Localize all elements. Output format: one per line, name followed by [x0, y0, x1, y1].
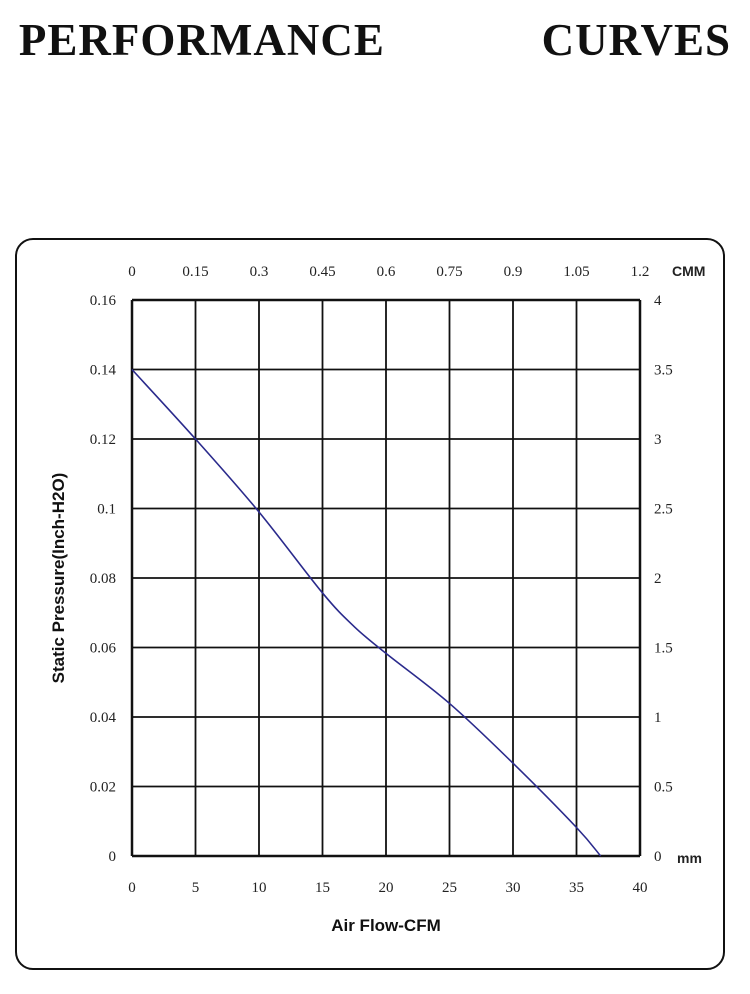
x-tick-label: 35	[569, 880, 584, 896]
chart-frame	[15, 238, 725, 970]
y-tick-label: 0.1	[97, 502, 116, 518]
top-tick-label: 0.6	[377, 264, 396, 280]
top-tick-label: 1.2	[631, 264, 650, 280]
right-tick-label: 3	[654, 432, 662, 448]
x-axis-label: Air Flow-CFM	[331, 916, 441, 935]
right-tick-label: 2.5	[654, 502, 673, 518]
x-tick-label: 15	[315, 880, 330, 896]
page-title: PERFORMANCE CURVES	[18, 15, 732, 65]
top-tick-label: 0.45	[309, 264, 335, 280]
right-axis-unit: mm	[677, 850, 702, 866]
top-tick-label: 0.3	[250, 264, 269, 280]
x-tick-label: 25	[442, 880, 457, 896]
y-axis-label: Static Pressure(Inch-H2O)	[49, 473, 68, 684]
y-tick-label: 0.16	[90, 293, 117, 309]
x-tick-label: 30	[506, 880, 521, 896]
right-tick-label: 2	[654, 571, 662, 587]
y-tick-label: 0.06	[90, 641, 117, 657]
x-tick-label: 0	[128, 880, 136, 896]
x-tick-label: 10	[252, 880, 267, 896]
top-axis-unit: CMM	[672, 263, 705, 279]
top-tick-label: 0.15	[182, 264, 208, 280]
top-tick-label: 0.75	[436, 264, 462, 280]
y-tick-label: 0.14	[90, 363, 117, 379]
y-tick-label: 0.04	[90, 710, 117, 726]
right-tick-label: 1	[654, 710, 662, 726]
top-tick-label: 1.05	[563, 264, 589, 280]
y-tick-label: 0.02	[90, 780, 116, 796]
top-tick-label: 0.9	[504, 264, 523, 280]
right-tick-label: 1.5	[654, 641, 673, 657]
y-tick-label: 0.12	[90, 432, 116, 448]
right-tick-label: 4	[654, 293, 662, 309]
right-tick-label: 3.5	[654, 363, 673, 379]
x-tick-label: 5	[192, 880, 200, 896]
y-tick-label: 0	[109, 849, 117, 865]
x-tick-label: 40	[633, 880, 648, 896]
y-tick-label: 0.08	[90, 571, 116, 587]
fan-curve-line	[131, 368, 602, 857]
top-tick-label: 0	[128, 264, 136, 280]
right-tick-label: 0	[654, 849, 662, 865]
x-tick-label: 20	[379, 880, 394, 896]
right-tick-label: 0.5	[654, 780, 673, 796]
